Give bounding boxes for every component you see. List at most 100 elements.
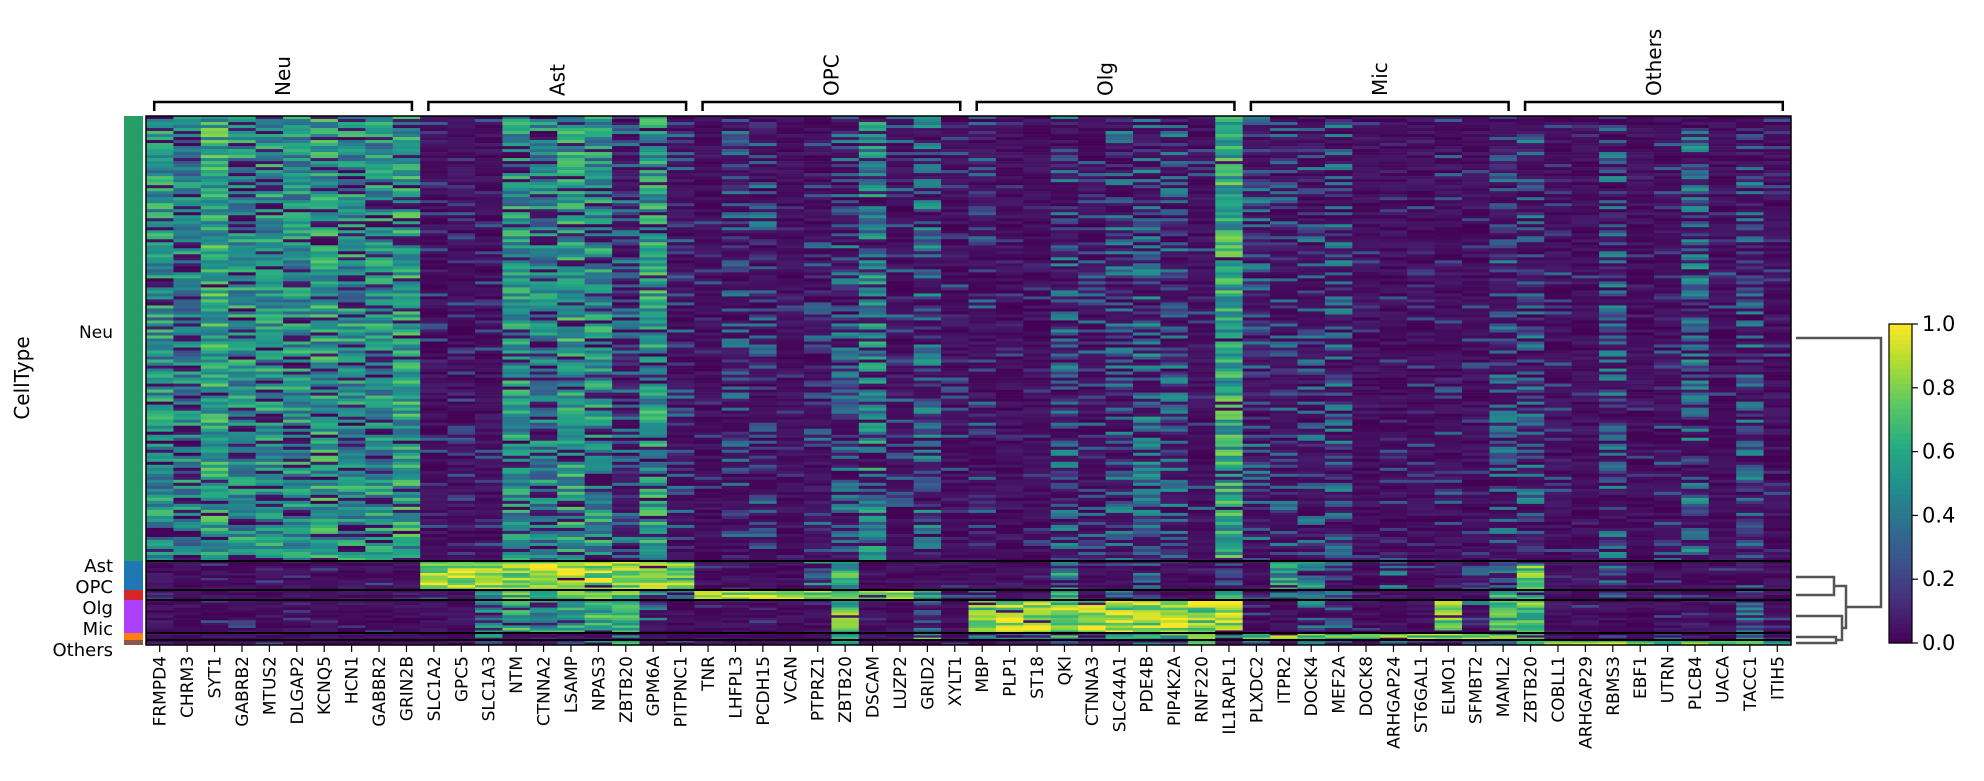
heatmap-cell [1160,122,1189,126]
heatmap-cell [913,314,942,318]
heatmap-cell [1187,179,1216,183]
heatmap-cell [337,182,366,186]
heatmap-cell [146,197,174,201]
heatmap-cell [173,116,202,120]
heatmap-cell [337,302,366,306]
heatmap-cell [1763,161,1792,165]
heatmap-cell [228,242,257,246]
heatmap-cell [612,335,640,339]
heatmap-cell [420,233,448,237]
heatmap-cell [1379,200,1408,204]
heatmap-cell [721,359,750,363]
heatmap-cell [666,164,695,168]
heatmap-cell [1653,356,1682,360]
heatmap-cell [1763,305,1792,309]
heatmap-cell [1708,308,1737,312]
heatmap-cell [1708,200,1737,204]
heatmap-cell [995,185,1024,189]
heatmap-cell [310,233,339,237]
heatmap-cell [721,260,750,264]
heatmap-cell [666,221,695,225]
heatmap-cell [1023,248,1052,252]
heatmap-cell [1324,296,1353,300]
heatmap-cell [941,149,969,153]
heatmap-cell [1352,335,1381,339]
heatmap-cell [1462,263,1490,267]
heatmap-cell [447,224,476,228]
heatmap-cell [557,188,586,192]
heatmap-cell [1105,362,1134,366]
heatmap-cell [200,131,229,135]
heatmap-cell [1023,194,1052,198]
heatmap-cell [1105,329,1134,333]
heatmap-cell [228,239,257,243]
heatmap-cell [1105,134,1134,138]
heatmap-cell [639,173,668,177]
heatmap-cell [1434,215,1463,219]
heatmap-cell [913,260,942,264]
heatmap-cell [1681,206,1710,210]
heatmap-cell [1187,197,1216,201]
heatmap-cell [1434,182,1463,186]
heatmap-cell [721,227,750,231]
heatmap-cell [1544,227,1573,231]
heatmap-cell [146,182,174,186]
heatmap-cell [721,125,750,129]
heatmap-cell [283,251,311,255]
heatmap-cell [365,356,394,360]
heatmap-cell [1187,335,1216,339]
heatmap-cell [337,170,366,174]
heatmap-cell [1078,311,1106,315]
heatmap-cell [804,242,832,246]
heatmap-cell [1133,350,1161,354]
heatmap-cell [1270,131,1298,135]
heatmap-cell [283,185,311,189]
heatmap-cell [1078,272,1106,276]
heatmap-cell [1105,293,1134,297]
heatmap-cell [200,155,229,159]
heatmap-cell [337,233,366,237]
heatmap-cell [612,296,640,300]
heatmap-cell [1023,251,1052,255]
heatmap-cell [529,143,558,147]
heatmap-cell [666,248,695,252]
heatmap-cell [666,119,695,123]
heatmap-cell [886,170,915,174]
heatmap-cell [1489,164,1518,168]
heatmap-cell [941,260,969,264]
heatmap-cell [913,203,942,207]
heatmap-cell [420,194,448,198]
heatmap-cell [557,320,586,324]
heatmap-cell [639,308,668,312]
heatmap-cell [173,179,202,183]
heatmap-cell [1242,263,1271,267]
heatmap-cell [1160,128,1189,132]
heatmap-cell [1187,242,1216,246]
heatmap-cell [1105,200,1134,204]
heatmap-cell [831,203,860,207]
heatmap-cell [1489,350,1518,354]
heatmap-cell [1681,329,1710,333]
heatmap-cell [804,275,832,279]
heatmap-cell [1626,326,1655,330]
heatmap-cell [886,191,915,195]
heatmap-cell [612,170,640,174]
heatmap-cell [721,290,750,294]
heatmap-cell [1133,248,1161,252]
heatmap-cell [1489,170,1518,174]
heatmap-cell [968,275,997,279]
heatmap-cell [1352,152,1381,156]
heatmap-cell [1187,203,1216,207]
heatmap-cell [1599,356,1627,360]
heatmap-cell [228,152,257,156]
heatmap-cell [612,260,640,264]
heatmap-cell [146,209,174,213]
heatmap-cell [1434,227,1463,231]
heatmap-cell [886,245,915,249]
heatmap-cell [283,197,311,201]
heatmap-cell [1681,170,1710,174]
heatmap-cell [255,347,284,351]
heatmap-cell [228,143,257,147]
heatmap-cell [1050,221,1079,225]
heatmap-cell [1763,326,1792,330]
